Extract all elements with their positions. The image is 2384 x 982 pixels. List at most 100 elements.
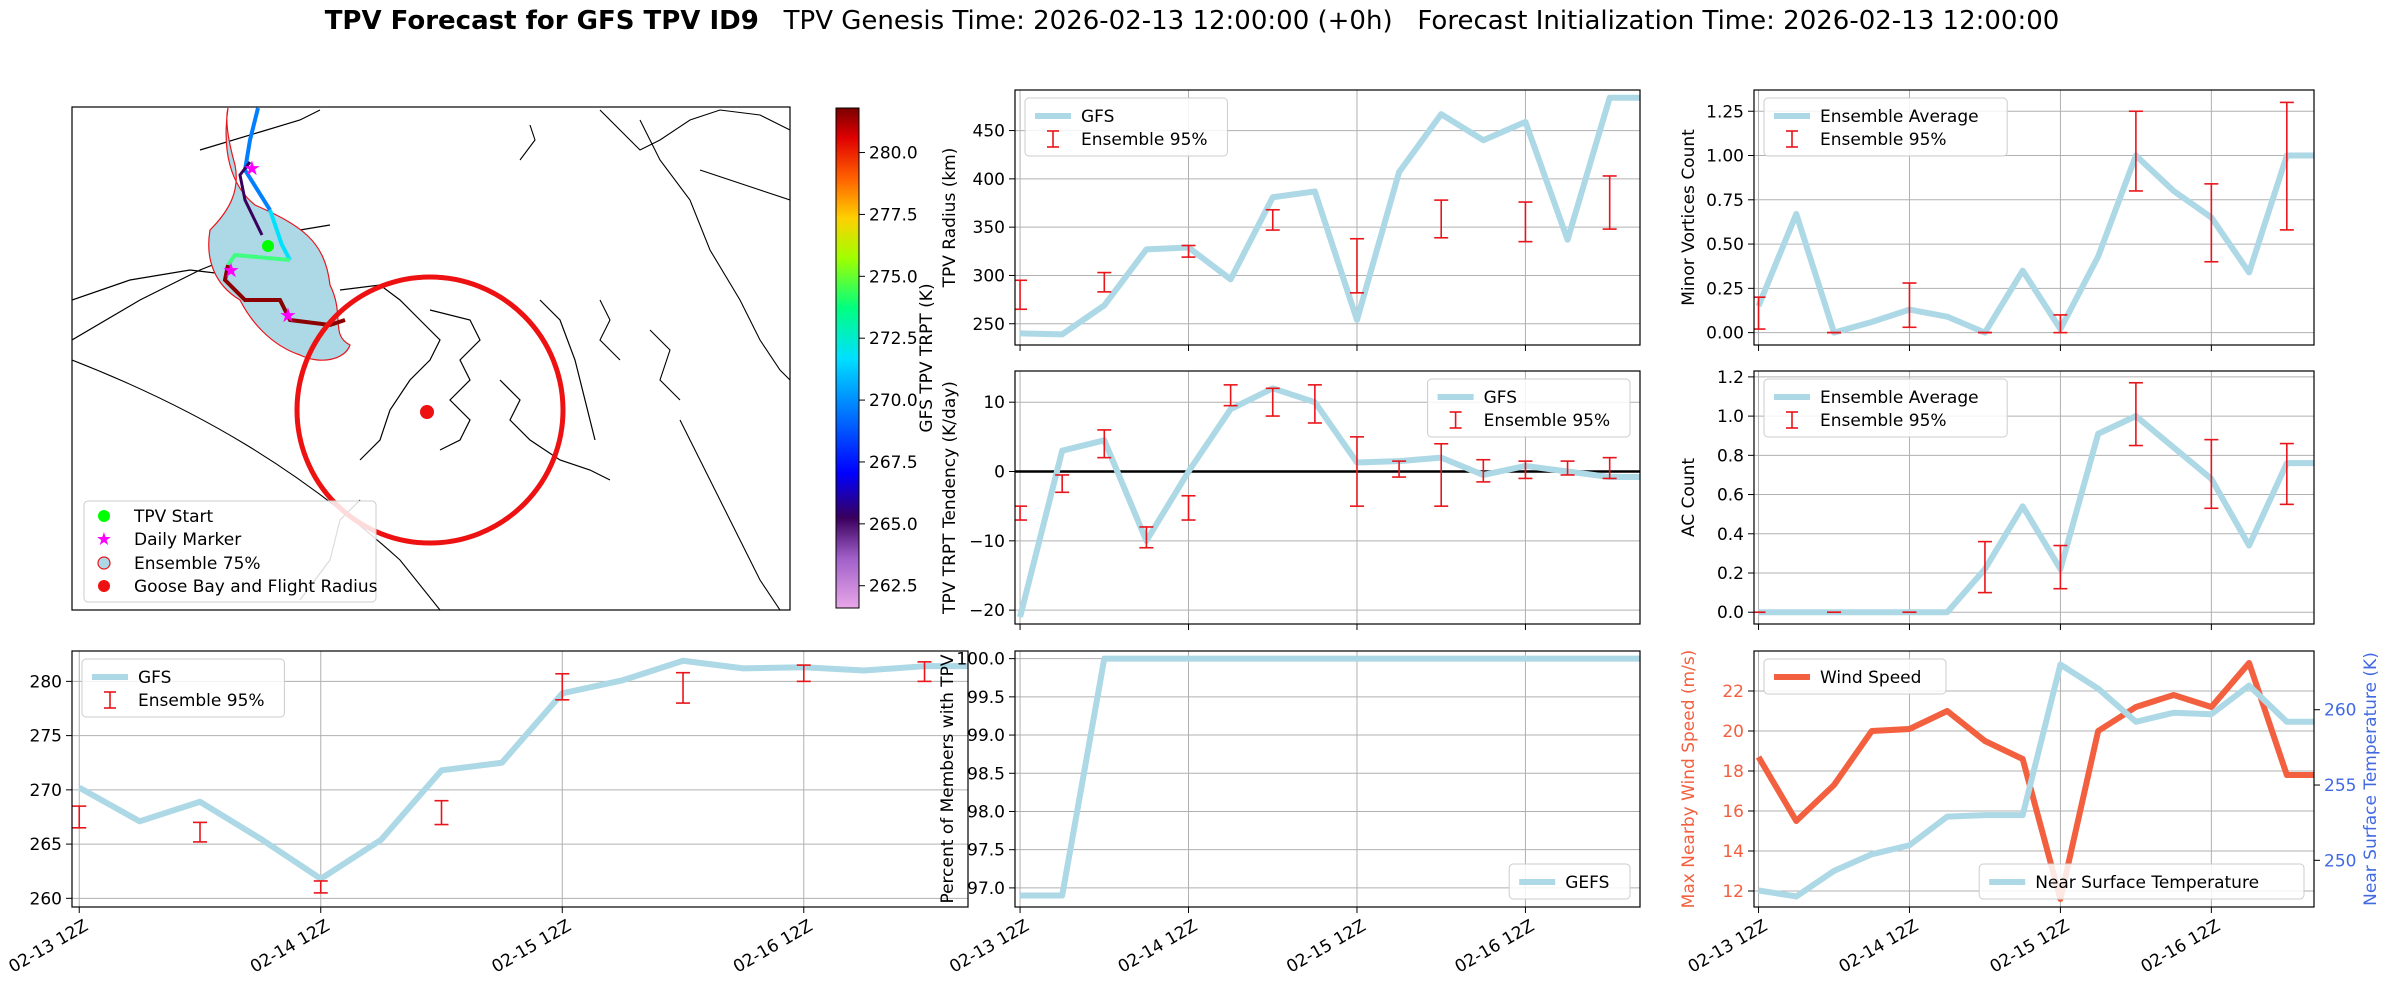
legend-start-icon <box>98 510 110 522</box>
errorbar <box>2128 381 2143 447</box>
errorbar <box>2128 110 2143 192</box>
chart-wind: 12 14 16 18 20 22 Max Nearby Wind Speed (m/s) 2… <box>1679 650 2381 978</box>
y-tick-label: 97.5 <box>967 841 1005 861</box>
colorbar-ticks: 262.5 265.0 267.5 270.0 272.5 275.0 277.5 280.0 <box>859 144 918 597</box>
legend-label: Ensemble 95% <box>1081 130 1208 150</box>
y-axis-label: Max Nearby Wind Speed (m/s) <box>1679 650 1699 909</box>
legend-box <box>1024 97 1228 157</box>
y-tick-label: 0.50 <box>1706 235 1744 255</box>
errorbar <box>193 821 207 843</box>
errorbar <box>1349 237 1364 294</box>
axes-frame-wind <box>1753 650 2315 908</box>
chart-radius: 250 300 350 400 450 TPV Radius (km) GFS Ensembl… <box>940 89 1641 351</box>
legend-start: TPV Start <box>133 507 214 527</box>
legend-errorbar-icon <box>1449 411 1462 429</box>
y-tick-label: 0.00 <box>1706 324 1744 344</box>
errorbar <box>434 799 449 826</box>
chart-minor: 0.00 0.25 0.50 0.75 1.00 1.25 Minor Vortices C… <box>1679 89 2315 351</box>
series-line-trpt-0 <box>77 657 968 882</box>
title-init: Forecast Initialization Time: 2026-02-13… <box>1417 6 2060 36</box>
title-bold: TPV Forecast for GFS TPV ID9 <box>324 6 759 36</box>
errorbar <box>1181 494 1196 521</box>
errorbar <box>1518 201 1533 243</box>
legend-box <box>1763 378 2008 438</box>
series-line-radius-0 <box>1019 94 1640 338</box>
map-legend: TPV Start ★ Daily Marker Ensemble 75% Go… <box>83 500 378 603</box>
figure-title: TPV Forecast for GFS TPV ID9 TPV Genesis… <box>0 6 2384 36</box>
errorbar <box>1223 384 1238 407</box>
errorbar <box>2053 314 2068 334</box>
legend-label: Ensemble 95% <box>138 691 265 711</box>
y-tick-label: 18 <box>1722 762 1744 782</box>
y-tick-label: 450 <box>973 122 1005 142</box>
legend-ens75: Ensemble 75% <box>134 554 261 574</box>
x-tick-label: 02-16 12Z <box>730 916 816 977</box>
errorbar <box>1977 540 1992 594</box>
y-axis-label: AC Count <box>1679 458 1699 537</box>
y-right-tick-label: 250 <box>2324 851 2356 871</box>
y-tick-label: 20 <box>1722 722 1744 742</box>
chart-panels: 250 300 350 400 450 TPV Radius (km) GFS Ensembl… <box>5 89 2381 978</box>
y-tick-label: 0.4 <box>1717 525 1744 545</box>
y-tick-label: 0.25 <box>1706 279 1744 299</box>
errorbar <box>1602 456 1617 480</box>
legend-errorbar-icon <box>1047 130 1059 148</box>
legend-trpt: GFS Ensemble 95% <box>81 658 285 718</box>
plot-area-tendency <box>1015 384 1640 618</box>
y-tick-label: 280 <box>30 672 62 692</box>
y-right-tick-label: 255 <box>2324 776 2356 796</box>
axes-frame-members <box>1014 650 1641 908</box>
y-right-axis-label: Near Surface Temperature (K) <box>2361 652 2381 906</box>
legend-members: GEFS <box>1508 863 1631 900</box>
errorbar <box>2204 438 2219 510</box>
grid-radius <box>1015 90 1640 345</box>
y-tick-label: 0 <box>994 463 1005 483</box>
y-axis-label: Minor Vortices Count <box>1679 129 1699 306</box>
colorbar-tick-label: 280.0 <box>869 144 918 164</box>
legend-label: Ensemble 95% <box>1484 411 1611 431</box>
legend-label: GFS <box>1081 107 1114 127</box>
goose-bay-marker <box>420 405 434 419</box>
errorbar <box>1139 526 1154 549</box>
x-tick-label: 02-15 12Z <box>1283 916 1369 977</box>
legend-ac: Ensemble Average Ensemble 95% <box>1763 378 2008 438</box>
legend-ens75-icon <box>97 556 111 570</box>
axes-frame-minor <box>1753 89 2315 346</box>
legend-label: GFS <box>1484 388 1517 408</box>
legend-goose-icon <box>98 580 110 592</box>
y-tick-label: 14 <box>1722 842 1744 862</box>
y-tick-label: 275 <box>30 727 62 747</box>
y-tick-label: 98.5 <box>967 764 1005 784</box>
legend-box <box>1508 863 1631 900</box>
map-legend-box <box>83 500 377 603</box>
errorbar <box>2279 101 2294 231</box>
errorbar <box>676 671 691 704</box>
y-tick-label: 300 <box>973 266 1005 286</box>
y-axis-label: TPV Radius (km) <box>940 148 960 289</box>
errorbar <box>2279 442 2294 506</box>
tpv-start-marker <box>262 240 274 252</box>
x-tick-label: 02-14 12Z <box>1836 916 1922 977</box>
x-tick-label: 02-15 12Z <box>1987 916 2073 977</box>
y-tick-label: 98.0 <box>967 802 1005 822</box>
svg-text:★: ★ <box>222 258 240 282</box>
axes-frame-trpt <box>71 650 969 908</box>
errorbar <box>1902 282 1917 329</box>
y-tick-label: 0.6 <box>1717 486 1744 506</box>
colorbar-tick-label: 270.0 <box>869 391 918 411</box>
legend-errorbar-icon <box>1786 130 1798 148</box>
errorbar <box>1265 387 1280 417</box>
errorbar <box>2204 183 2219 263</box>
plot-area-radius <box>1015 94 1640 338</box>
x-tick-label: 02-13 12Z <box>1685 916 1771 977</box>
legend-box <box>1978 863 2305 900</box>
flight-radius-circle <box>294 274 566 546</box>
y-tick-label: 350 <box>973 218 1005 238</box>
axes-frame-radius <box>1014 89 1641 346</box>
y-tick-label: 99.5 <box>967 688 1005 708</box>
errorbar <box>1434 199 1449 239</box>
legend-daily: Daily Marker <box>134 530 241 550</box>
colorbar-tick-label: 272.5 <box>869 329 918 349</box>
legend-errorbar-icon <box>104 691 116 709</box>
